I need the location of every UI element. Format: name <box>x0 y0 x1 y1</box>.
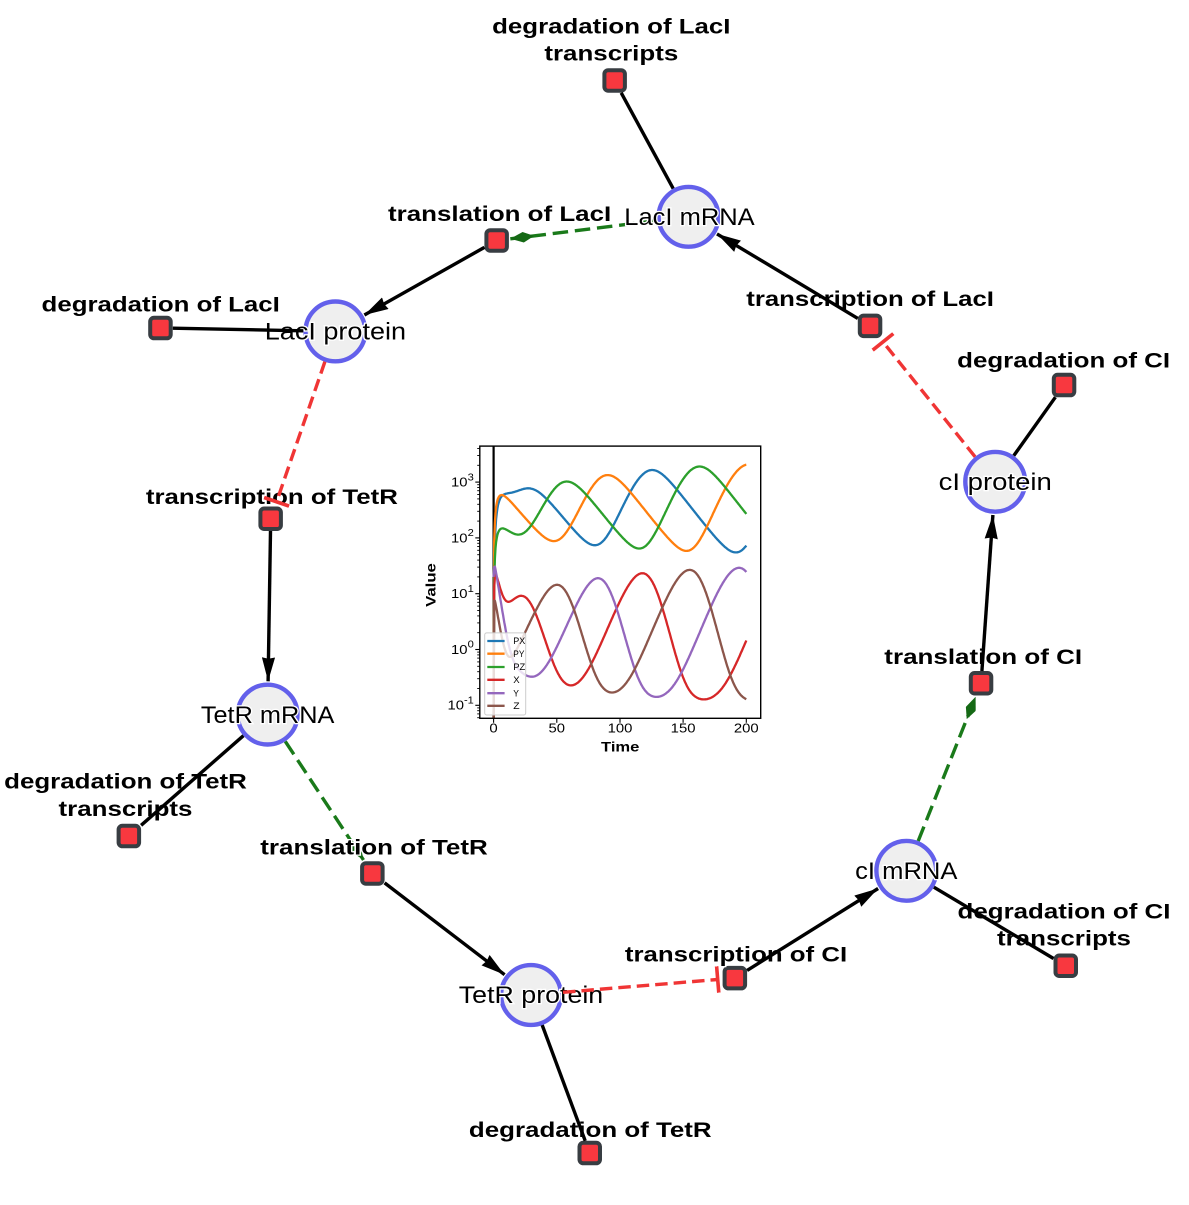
svg-text:cI protein: cI protein <box>939 469 1052 496</box>
svg-text:degradation of TetR: degradation of TetR <box>469 1117 712 1142</box>
svg-text:PZ: PZ <box>513 662 525 672</box>
svg-text:TetR mRNA: TetR mRNA <box>201 702 335 729</box>
svg-text:Z: Z <box>513 701 520 711</box>
svg-text:LacI mRNA: LacI mRNA <box>624 204 754 231</box>
svg-text:0: 0 <box>489 721 497 736</box>
svg-text:1: 1 <box>468 584 474 595</box>
svg-text:Value: Value <box>423 563 439 607</box>
svg-text:3: 3 <box>468 472 475 483</box>
svg-text:degradation of TetR: degradation of TetR <box>4 769 247 794</box>
svg-text:transcription of TetR: transcription of TetR <box>146 484 398 509</box>
svg-text:2: 2 <box>468 528 474 539</box>
svg-text:Y: Y <box>513 688 519 698</box>
svg-text:TetR protein: TetR protein <box>459 982 603 1009</box>
svg-text:degradation of LacI: degradation of LacI <box>492 14 730 39</box>
svg-text:150: 150 <box>671 721 696 736</box>
svg-text:10: 10 <box>451 475 468 490</box>
svg-text:degradation of LacI: degradation of LacI <box>42 292 280 317</box>
svg-text:Time: Time <box>601 738 640 754</box>
svg-text:0: 0 <box>468 640 475 651</box>
svg-text:-1: -1 <box>464 696 474 707</box>
svg-text:50: 50 <box>549 721 566 736</box>
svg-text:100: 100 <box>608 721 633 736</box>
svg-text:PY: PY <box>513 649 524 659</box>
svg-text:translation of LacI: translation of LacI <box>388 201 611 226</box>
svg-text:10: 10 <box>451 530 468 545</box>
svg-text:200: 200 <box>734 721 759 736</box>
svg-text:degradation of CI: degradation of CI <box>957 347 1170 372</box>
svg-text:transcription of LacI: transcription of LacI <box>746 286 994 311</box>
svg-text:translation of TetR: translation of TetR <box>260 834 488 859</box>
svg-text:transcription of CI: transcription of CI <box>625 942 847 967</box>
svg-text:transcripts: transcripts <box>544 41 678 66</box>
svg-text:cI mRNA: cI mRNA <box>855 858 957 885</box>
svg-text:PX: PX <box>513 636 525 646</box>
svg-text:10: 10 <box>451 642 468 657</box>
svg-text:10: 10 <box>451 586 468 601</box>
svg-text:10: 10 <box>448 698 465 713</box>
svg-text:X: X <box>513 675 519 685</box>
